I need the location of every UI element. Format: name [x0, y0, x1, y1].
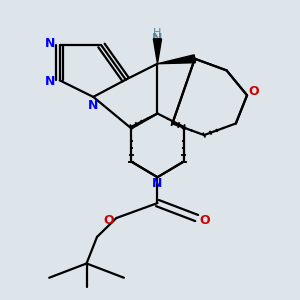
- Text: N: N: [152, 177, 163, 190]
- Text: N: N: [45, 37, 56, 50]
- Text: O: O: [248, 85, 259, 98]
- Text: N: N: [45, 76, 56, 88]
- Polygon shape: [158, 55, 196, 64]
- Text: O: O: [103, 214, 113, 227]
- Text: N: N: [88, 99, 98, 112]
- Text: O: O: [200, 214, 210, 227]
- Text: H: H: [153, 28, 162, 38]
- Text: N: N: [152, 32, 163, 45]
- Polygon shape: [153, 39, 162, 64]
